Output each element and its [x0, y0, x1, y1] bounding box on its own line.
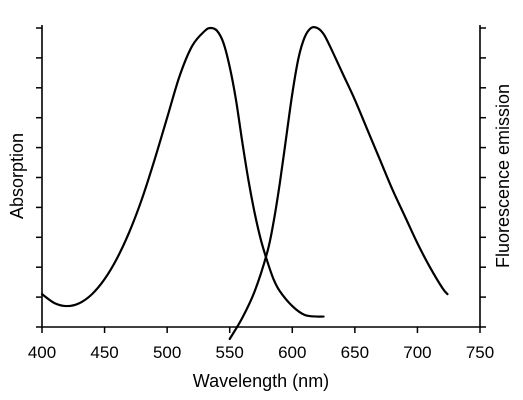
- x-axis-title: Wavelength (nm): [193, 371, 329, 391]
- x-tick-label: 500: [153, 343, 181, 362]
- x-tick-label: 650: [341, 343, 369, 362]
- x-tick-label: 550: [216, 343, 244, 362]
- x-tick-label: 450: [90, 343, 118, 362]
- x-tick-label: 400: [28, 343, 56, 362]
- x-axis-ticks: [41, 327, 481, 333]
- y-axis-title-left: Absorption: [7, 133, 27, 219]
- right-axis-ticks: [480, 27, 486, 328]
- x-tick-labels: 400 450 500 550 600 650 700 750: [28, 343, 494, 362]
- absorption-curve: [40, 26, 325, 318]
- x-tick-label: 750: [466, 343, 494, 362]
- y-axis-title-right: Fluorescence emission: [493, 84, 513, 268]
- x-tick-label: 700: [403, 343, 431, 362]
- x-tick-label: 600: [278, 343, 306, 362]
- series-lines: [40, 25, 449, 341]
- emission-curve: [228, 25, 449, 341]
- left-axis-ticks: [36, 27, 42, 328]
